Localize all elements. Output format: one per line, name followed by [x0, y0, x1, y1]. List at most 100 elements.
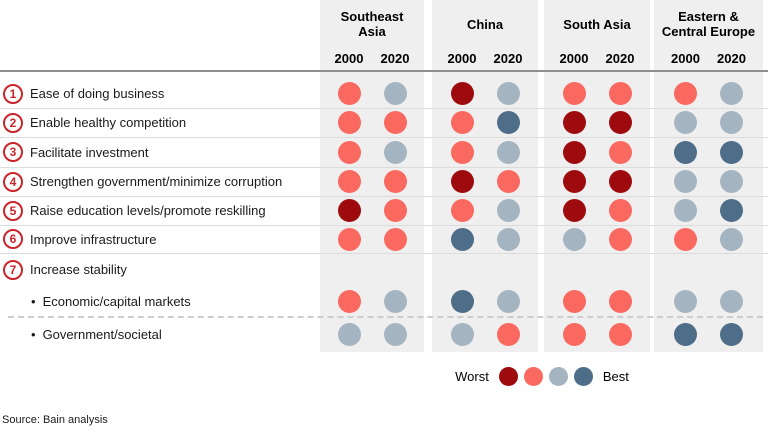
rating-dot-china-2000 [450, 323, 474, 346]
rating-dot-eastern-central-europe-2000 [674, 199, 697, 222]
header-separator-line [0, 70, 768, 72]
row-number-badge: 5 [3, 200, 23, 221]
rating-dot-southeast-asia-2020 [383, 82, 407, 105]
rating-dot-china-2020 [496, 323, 520, 346]
legend-worst-label: Worst [455, 368, 489, 384]
legend-dot-poor [523, 366, 543, 386]
region-header-label: China [466, 16, 504, 32]
legend-dot-best [573, 366, 593, 386]
rating-dot-southeast-asia-2020 [383, 111, 407, 134]
rating-dot-southeast-asia-2020 [383, 140, 407, 164]
row-label: Ease of doing business [30, 86, 165, 101]
year-label-2020: 2020 [380, 51, 410, 66]
source-note: Source: Bain analysis [2, 414, 108, 426]
region-column-china: China 2000 2020 [432, 0, 538, 352]
rating-dot-eastern-central-europe-2000 [674, 170, 697, 193]
rating-dot-china-2000 [450, 170, 474, 193]
row-separator-line [0, 137, 768, 138]
rating-dot-south-asia-2000 [562, 199, 586, 222]
rating-dot-southeast-asia-2000 [337, 111, 361, 134]
legend-best-label: Best [602, 368, 629, 384]
rating-dot-south-asia-2020 [608, 82, 632, 105]
rating-dot-eastern-central-europe-2000 [674, 227, 697, 251]
row-6: 6 Improve infrastructure [0, 225, 320, 253]
row-label: Improve infrastructure [30, 231, 157, 247]
row-number-badge: 2 [3, 112, 23, 133]
row-number-badge: 6 [3, 229, 23, 249]
rating-dot-south-asia-2020 [608, 227, 632, 251]
row-label: Increase stability [30, 262, 127, 277]
rating-dot-eastern-central-europe-2020 [720, 227, 743, 251]
row-number-badge: 3 [3, 142, 23, 162]
dashed-separator-line [8, 316, 763, 318]
row-label: Facilitate investment [30, 144, 149, 160]
row-separator-line [0, 108, 768, 109]
rating-dot-south-asia-2000 [562, 140, 586, 164]
rating-dot-south-asia-2000 [562, 170, 586, 193]
year-label-2020: 2020 [717, 51, 746, 66]
rating-dot-eastern-central-europe-2020 [720, 323, 743, 346]
rating-dot-china-2000 [450, 227, 474, 251]
legend-dot-fair [548, 366, 568, 386]
rating-dot-south-asia-2020 [608, 290, 632, 313]
row-label: Raise education levels/promote reskillin… [30, 203, 266, 218]
year-label-2000: 2000 [447, 51, 477, 66]
rating-dot-southeast-asia-2020 [383, 290, 407, 313]
rating-dot-south-asia-2000 [562, 290, 586, 313]
legend-dot-worst [498, 366, 518, 386]
rating-dot-eastern-central-europe-2020 [720, 199, 743, 222]
row-number-badge: 1 [3, 83, 23, 104]
rating-dot-south-asia-2000 [562, 111, 586, 134]
bullet-icon: • [31, 294, 36, 309]
rating-dot-china-2020 [496, 140, 520, 164]
legend-scale-dots [498, 366, 593, 386]
row-label: Strengthen government/minimize corruptio… [30, 174, 283, 189]
rating-dot-southeast-asia-2000 [337, 199, 361, 222]
rating-dot-south-asia-2020 [608, 111, 632, 134]
row-1: 1 Ease of doing business [0, 79, 320, 108]
row-2: 2 Enable healthy competition [0, 108, 320, 137]
rating-dot-eastern-central-europe-2020 [720, 140, 743, 164]
rating-dot-china-2020 [496, 170, 520, 193]
row-label: Government/societal [42, 327, 162, 342]
rating-dot-eastern-central-europe-2000 [674, 323, 697, 346]
rating-dot-south-asia-2020 [608, 170, 632, 193]
legend: Worst Best [320, 366, 764, 386]
rating-dot-southeast-asia-2020 [383, 323, 407, 346]
year-label-2020: 2020 [493, 51, 523, 66]
rating-dot-southeast-asia-2020 [383, 199, 407, 222]
rating-dot-eastern-central-europe-2000 [674, 140, 697, 164]
rating-dot-south-asia-2000 [562, 82, 586, 105]
row-7: 7 Increase stability [0, 253, 320, 286]
rating-dot-eastern-central-europe-2020 [720, 111, 743, 134]
rating-dot-southeast-asia-2000 [337, 82, 361, 105]
rating-dot-southeast-asia-2020 [383, 170, 407, 193]
rating-dot-china-2020 [496, 111, 520, 134]
year-label-2000: 2000 [559, 51, 589, 66]
row-number-badge: 4 [3, 171, 23, 192]
rating-dot-south-asia-2020 [608, 140, 632, 164]
rating-dot-eastern-central-europe-2020 [720, 290, 743, 313]
rating-dot-southeast-asia-2000 [337, 140, 361, 164]
bullet-icon: • [31, 327, 36, 342]
rating-dot-southeast-asia-2000 [337, 290, 361, 313]
row-4: 4 Strengthen government/minimize corrupti… [0, 167, 320, 196]
rating-dot-southeast-asia-2000 [337, 170, 361, 193]
rating-dot-south-asia-2000 [562, 227, 586, 251]
region-column-southeast-asia: Southeast Asia 2000 2020 [320, 0, 424, 352]
rating-dot-china-2000 [450, 82, 474, 105]
rating-dot-south-asia-2020 [608, 199, 632, 222]
row-label: Economic/capital markets [42, 294, 191, 309]
rating-dot-china-2000 [450, 290, 474, 313]
row-separator-line [0, 196, 768, 197]
region-header-label: Southeast Asia [340, 9, 404, 39]
region-header-label: Eastern & Central Europe [661, 9, 756, 39]
row-separator-line [0, 253, 768, 254]
rating-dot-south-asia-2000 [562, 323, 586, 346]
rating-dot-southeast-asia-2020 [383, 227, 407, 251]
rating-dot-china-2000 [450, 140, 474, 164]
row-3: 3 Facilitate investment [0, 137, 320, 167]
row-separator-line [0, 225, 768, 226]
rating-dot-eastern-central-europe-2000 [674, 82, 697, 105]
